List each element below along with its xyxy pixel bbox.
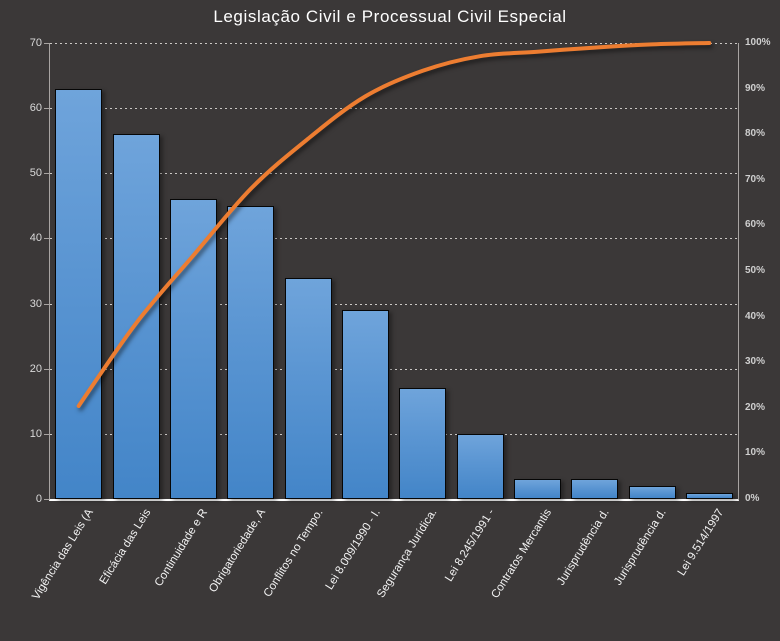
gridline <box>50 238 738 240</box>
category-label: Jurisprudência d. <box>612 507 670 588</box>
gridline <box>50 433 738 435</box>
right-axis-tick-label: 10% <box>745 447 766 459</box>
bar-12 <box>685 492 733 499</box>
right-axis-tick-label: 0% <box>745 493 760 504</box>
right-axis-tick-label: 90% <box>745 82 766 94</box>
plot-area <box>49 41 739 501</box>
right-axis-tick-label: 100% <box>745 37 771 48</box>
cumulative-line <box>76 41 712 408</box>
left-axis-tickmark <box>44 108 49 110</box>
right-axis-tick-label: 30% <box>745 356 766 368</box>
left-axis-tickmark <box>44 303 49 305</box>
category-label: Vigência das Leis (A <box>30 507 96 603</box>
chart-title: Legislação Civil e Processual Civil Espe… <box>213 7 567 26</box>
left-axis-tick-label: 0 <box>35 493 42 505</box>
left-axis-tickmark <box>44 368 49 370</box>
right-axis-tick-label: 40% <box>745 310 766 322</box>
bar-9 <box>513 479 561 499</box>
left-axis-tick-label: 60 <box>29 102 42 115</box>
right-axis-tick-label: 60% <box>745 219 766 231</box>
category-label: Lei 8.009/1990 - I. <box>323 507 383 592</box>
right-axis-tick-label: 50% <box>745 265 766 276</box>
category-label: Contratos Mercantis <box>489 507 555 601</box>
cumulative-line-path <box>76 41 712 408</box>
bar-5 <box>284 277 332 499</box>
bar-2 <box>112 134 160 499</box>
left-axis-tickmark <box>44 499 49 500</box>
category-label: Continuidade e R <box>153 507 211 589</box>
left-axis-tick-label: 20 <box>29 362 42 375</box>
bar-8 <box>456 433 504 499</box>
left-axis-tick-label: 30 <box>29 297 42 310</box>
left-axis-tick-label: 40 <box>29 232 42 245</box>
category-label: Eficácia das Leis <box>97 507 154 587</box>
bar-1 <box>55 88 103 499</box>
category-label: Conflitos no Tempo. <box>261 507 326 600</box>
category-label: Lei 8.245/1991 - <box>442 507 498 584</box>
right-axis-tick-label: 70% <box>745 173 766 185</box>
right-axis-tick-label: 20% <box>745 401 766 413</box>
bar-10 <box>571 479 619 499</box>
left-axis-tickmark <box>44 433 49 435</box>
gridline <box>50 173 738 175</box>
category-label: Obrigatoriedade, A <box>206 507 268 595</box>
right-axis-tick-label: 80% <box>745 128 766 140</box>
bar-11 <box>628 485 676 499</box>
category-label: Jurisprudência d. <box>555 507 612 588</box>
left-axis-tick-label: 10 <box>29 427 42 440</box>
gridline <box>50 108 738 110</box>
category-label: Segurança Jurídica. <box>375 507 440 601</box>
bar-7 <box>399 388 447 499</box>
category-label: Lei 9.514/1997 <box>676 507 727 578</box>
left-axis-tickmark <box>44 43 49 44</box>
bar-6 <box>341 310 389 499</box>
gridline <box>50 368 738 370</box>
left-axis-tick-label: 50 <box>29 167 42 180</box>
left-axis-tickmark <box>44 238 49 240</box>
left-axis-tickmark <box>44 173 49 175</box>
left-axis-tick-label: 70 <box>29 37 42 49</box>
bar-3 <box>169 199 217 499</box>
gridline <box>50 43 738 44</box>
gridline <box>50 303 738 305</box>
bar-4 <box>227 205 275 499</box>
